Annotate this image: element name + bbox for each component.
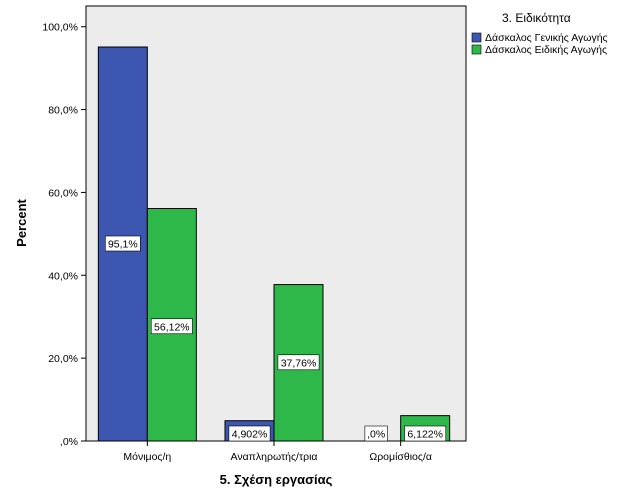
y-tick-label: 100,0% xyxy=(42,22,78,34)
y-tick-label: 60,0% xyxy=(48,187,78,199)
legend-label-special: Δάσκαλος Ειδικής Αγωγής xyxy=(485,44,607,56)
data-label: 4,902% xyxy=(232,429,268,441)
data-label-box xyxy=(150,318,193,335)
data-label: 37,76% xyxy=(281,357,317,369)
y-axis-title: Percent xyxy=(14,198,29,246)
data-label: 56,12% xyxy=(154,321,190,333)
data-label: 95,1% xyxy=(108,239,138,251)
data-labels: 95,1% 56,12% 4,902% 37,76% ,0% 6,122% xyxy=(105,235,447,442)
legend: 3. Ειδικότητα Δάσκαλος Γενικής Αγωγής Δά… xyxy=(471,11,608,56)
legend-swatch-special xyxy=(471,44,482,55)
y-tick-label: 20,0% xyxy=(48,353,78,365)
x-tick-label: Ωρομίσθιος/α xyxy=(369,451,432,463)
y-tick-label: 40,0% xyxy=(48,270,78,282)
y-axis: ,0% 20,0% 40,0% 60,0% 80,0% 100,0% xyxy=(42,22,86,448)
data-label-box xyxy=(228,425,271,442)
y-tick-label: 80,0% xyxy=(48,105,78,117)
x-tick-label: Αναπληρωτής/τρια xyxy=(231,451,318,463)
legend-title: 3. Ειδικότητα xyxy=(502,11,571,25)
data-label-box xyxy=(404,425,447,442)
y-tick-label: ,0% xyxy=(60,436,78,448)
x-tick-label: Μόνιμος/η xyxy=(123,451,171,463)
legend-swatch-general xyxy=(471,32,482,43)
data-label-box xyxy=(105,235,141,252)
data-label: ,0% xyxy=(367,429,385,441)
x-axis-title: 5. Σχέση εργασίας xyxy=(220,472,333,487)
data-label-box xyxy=(364,425,388,442)
data-label-box xyxy=(277,354,320,371)
legend-label-general: Δάσκαλος Γενικής Αγωγής xyxy=(485,32,608,44)
x-axis: Μόνιμος/η Αναπληρωτής/τρια Ωρομίσθιος/α xyxy=(123,441,432,463)
data-label: 6,122% xyxy=(407,429,443,441)
